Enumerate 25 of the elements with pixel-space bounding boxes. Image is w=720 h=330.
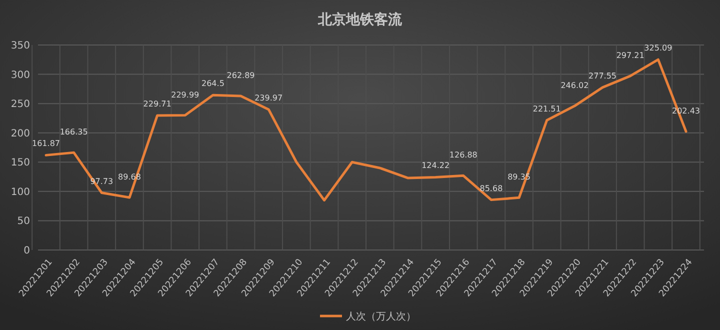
- y-tick-label: 0: [24, 246, 30, 256]
- data-label: 166.35: [60, 128, 88, 137]
- data-label: 161.87: [32, 139, 60, 148]
- y-tick-label: 50: [17, 216, 30, 228]
- data-label: 325.09: [644, 44, 672, 53]
- y-tick-label: 100: [10, 186, 30, 198]
- data-label: 229.99: [171, 90, 200, 100]
- y-tick-label: 250: [10, 99, 30, 110]
- data-label: 126.88: [449, 150, 478, 160]
- data-label: 246.02: [560, 80, 589, 90]
- data-label: 239.97: [254, 93, 283, 102]
- legend-label: 人次（万人次）: [346, 312, 416, 322]
- data-label: 221.51: [532, 104, 561, 114]
- chart-title: 北京地铁客流: [317, 11, 403, 28]
- y-tick-label: 300: [10, 70, 30, 81]
- data-label: 297.21: [616, 50, 644, 60]
- y-tick-label: 350: [10, 40, 30, 52]
- data-label: 229.71: [143, 99, 172, 108]
- data-label: 85.68: [480, 184, 503, 193]
- y-tick-label: 150: [10, 158, 30, 169]
- data-label: 277.55: [588, 71, 617, 80]
- data-label: 262.89: [226, 71, 255, 80]
- y-tick-label: 200: [10, 128, 30, 140]
- data-label: 264.5: [202, 79, 224, 88]
- data-label: 124.22: [422, 161, 450, 170]
